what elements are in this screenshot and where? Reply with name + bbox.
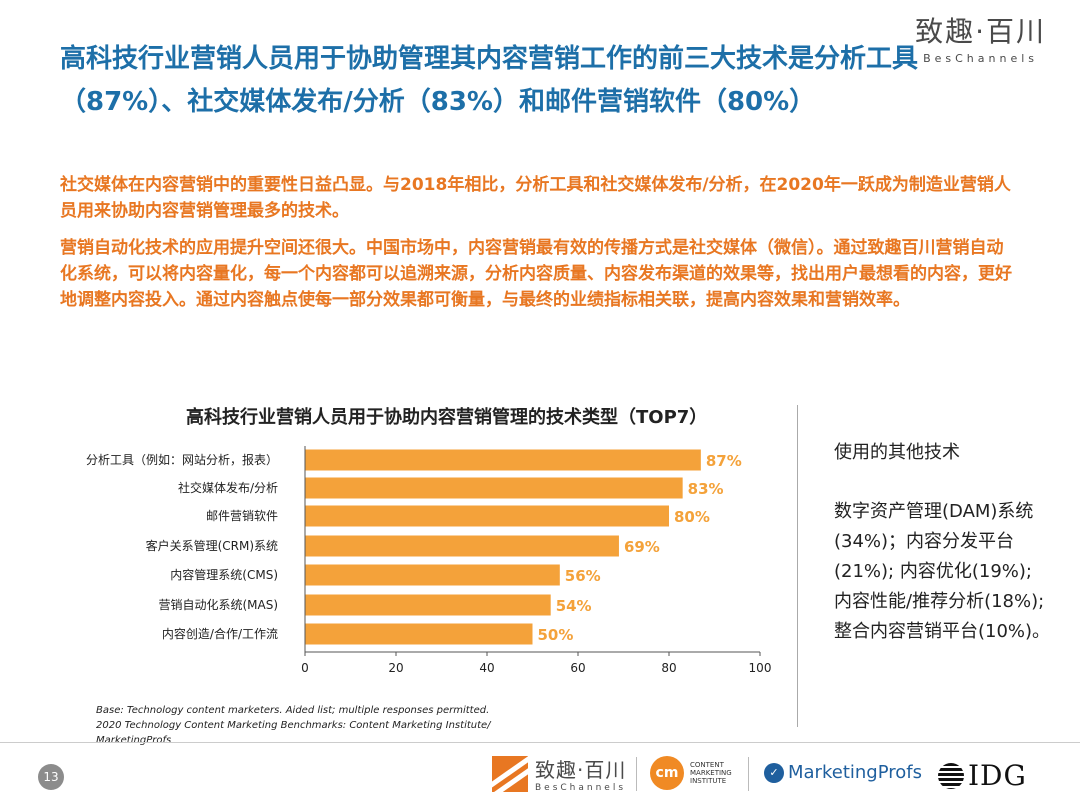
beschannels-logo-en: BesChannels — [535, 783, 627, 793]
intro-paragraph: 营销自动化技术的应用提升空间还很大。中国市场中，内容营销最有效的传播方式是社交媒… — [60, 238, 1012, 310]
bar — [305, 449, 701, 471]
data-label: 54% — [556, 597, 592, 615]
logo-separator — [636, 757, 637, 791]
chart-title: 高科技行业营销人员用于协助内容营销管理的技术类型（TOP7） — [186, 407, 708, 428]
bar — [305, 477, 683, 499]
category-label: 社交媒体发布/分析 — [178, 480, 278, 495]
category-label: 内容管理系统(CMS) — [170, 567, 278, 582]
x-tick-label: 80 — [661, 661, 676, 675]
cmi-text-line: MARKETING — [690, 769, 732, 777]
page-title: 高科技行业营销人员用于协助管理其内容营销工作的前三大技术是分析工具（87%）、社… — [60, 44, 919, 117]
data-label: 56% — [565, 567, 601, 585]
brand-logo-cn: 致趣·百川 — [915, 15, 1046, 48]
data-label: 87% — [706, 452, 742, 470]
data-label: 69% — [624, 538, 660, 556]
cmi-mark-icon: cm — [650, 756, 684, 790]
beschannels-logo: 致趣·百川 BesChannels — [492, 754, 626, 793]
idg-logo: IDG — [938, 759, 1027, 792]
marketingprofs-logo: ✓ MarketingProfs — [764, 762, 922, 783]
idg-text: IDG — [968, 759, 1027, 792]
category-label: 邮件营销软件 — [206, 509, 278, 523]
beschannels-logo-cn: 致趣·百川 — [535, 758, 627, 782]
bar — [305, 594, 551, 616]
data-label: 80% — [674, 508, 710, 526]
bar — [305, 564, 560, 586]
x-tick-label: 20 — [388, 661, 403, 675]
bar — [305, 623, 533, 645]
bar — [305, 535, 619, 557]
source-note: Base: Technology content marketers. Aide… — [96, 705, 491, 746]
x-tick-label: 60 — [570, 661, 585, 675]
cmi-text-line: CONTENT — [690, 761, 724, 769]
category-label: 客户关系管理(CRM)系统 — [146, 538, 278, 553]
bar — [305, 505, 669, 527]
footer-divider — [0, 742, 1080, 743]
beschannels-mark-icon — [492, 755, 528, 792]
brand-logo-en: BesChannels — [923, 52, 1039, 65]
category-label: 分析工具（例如：网站分析，报表） — [86, 452, 278, 467]
brand-logo: 致趣·百川 BesChannels — [915, 15, 1046, 66]
other-tech-body: 数字资产管理(DAM)系统(34%)；内容分发平台(21%); 内容优化(19%… — [834, 501, 1051, 642]
other-tech-title: 使用的其他技术 — [834, 442, 960, 463]
x-tick-label: 100 — [749, 661, 772, 675]
globe-icon — [938, 762, 964, 789]
logo-separator — [748, 757, 749, 791]
category-label: 内容创造/合作/工作流 — [162, 626, 278, 641]
vertical-divider — [797, 405, 798, 727]
x-tick-label: 0 — [301, 661, 309, 675]
data-label: 50% — [538, 626, 574, 644]
data-label: 83% — [688, 480, 724, 498]
cmi-logo: cm CONTENT MARKETING INSTITUTE — [650, 756, 732, 790]
bar-chart: 分析工具（例如：网站分析，报表） 87% 社交媒体发布/分析 83% 邮件营销软件 80%… — [86, 446, 772, 675]
category-label: 营销自动化系统(MAS) — [158, 598, 278, 612]
x-tick-label: 40 — [479, 661, 494, 675]
marketingprofs-mark-icon: ✓ — [764, 762, 784, 783]
intro-paragraph: 社交媒体在内容营销中的重要性日益凸显。与2018年相比，分析工具和社交媒体发布/… — [60, 175, 1011, 221]
marketingprofs-text: MarketingProfs — [788, 762, 922, 783]
intro-text: 社交媒体在内容营销中的重要性日益凸显。与2018年相比，分析工具和社交媒体发布/… — [60, 172, 1020, 324]
cmi-text-line: INSTITUTE — [690, 777, 727, 785]
page-number: 13 — [38, 764, 64, 790]
